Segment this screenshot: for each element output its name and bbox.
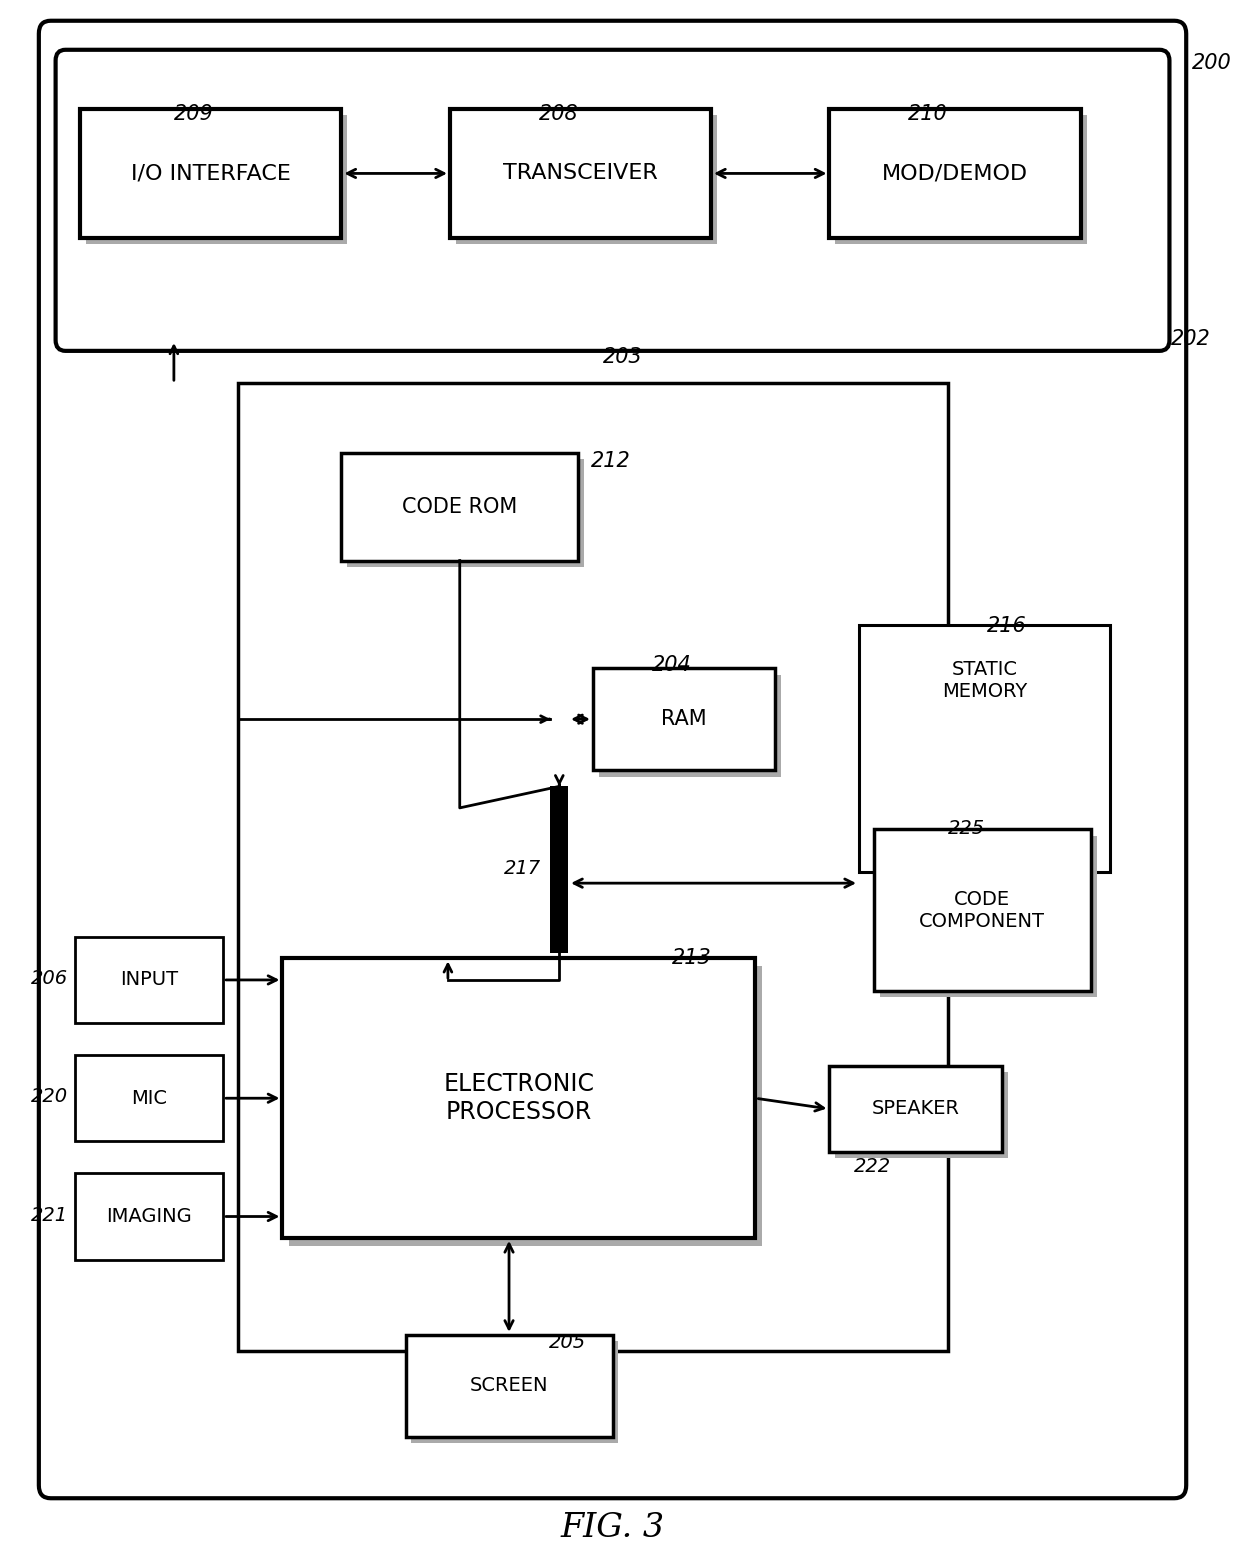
Bar (599, 675, 781, 776)
Text: MIC: MIC (131, 1089, 167, 1107)
Text: INPUT: INPUT (120, 970, 179, 989)
Text: TRANSCEIVER: TRANSCEIVER (503, 164, 658, 183)
Text: RAM: RAM (661, 709, 707, 729)
Bar (341, 453, 578, 561)
Text: 221: 221 (31, 1206, 68, 1225)
Bar (76, 937, 223, 1023)
Bar (238, 383, 947, 1351)
Text: 225: 225 (947, 818, 985, 837)
Text: FIG. 3: FIG. 3 (560, 1512, 665, 1545)
Text: 200: 200 (1192, 53, 1231, 73)
Bar (830, 1065, 1002, 1153)
Bar (405, 1336, 613, 1437)
Bar (412, 1342, 619, 1443)
Text: 216: 216 (987, 617, 1027, 636)
Text: 208: 208 (538, 103, 578, 123)
Bar (830, 109, 1081, 237)
Text: 220: 220 (31, 1087, 68, 1106)
Bar (81, 109, 341, 237)
Bar (879, 836, 1096, 997)
Bar (283, 959, 755, 1239)
Text: SCREEN: SCREEN (470, 1376, 548, 1395)
Text: 213: 213 (672, 948, 712, 968)
Bar (86, 116, 347, 244)
Text: 204: 204 (652, 654, 692, 675)
Text: 205: 205 (548, 1332, 585, 1351)
Text: ELECTRONIC
PROCESSOR: ELECTRONIC PROCESSOR (444, 1073, 594, 1125)
Text: IMAGING: IMAGING (107, 1207, 192, 1226)
Bar (551, 786, 568, 953)
Text: I/O INTERFACE: I/O INTERFACE (131, 164, 291, 183)
Bar (874, 829, 1091, 990)
Text: MOD/DEMOD: MOD/DEMOD (882, 164, 1028, 183)
FancyBboxPatch shape (38, 20, 1187, 1498)
Bar (289, 965, 763, 1245)
Bar (76, 1056, 223, 1142)
Bar (859, 625, 1110, 873)
Bar (836, 116, 1086, 244)
Bar (450, 109, 711, 237)
FancyBboxPatch shape (56, 50, 1169, 351)
Text: CODE
COMPONENT: CODE COMPONENT (919, 889, 1045, 931)
Bar (76, 1173, 223, 1259)
Bar (836, 1073, 1008, 1159)
Text: 202: 202 (1172, 330, 1211, 350)
Bar (347, 459, 584, 567)
Text: 210: 210 (908, 103, 949, 123)
Text: 217: 217 (503, 859, 541, 878)
Text: STATIC
MEMORY: STATIC MEMORY (942, 661, 1027, 701)
Text: 203: 203 (603, 347, 642, 367)
Text: 209: 209 (174, 103, 213, 123)
Text: 212: 212 (590, 451, 631, 470)
Text: 222: 222 (854, 1157, 892, 1176)
Bar (456, 116, 717, 244)
Bar (593, 669, 775, 770)
Text: 206: 206 (31, 968, 68, 989)
Text: CODE ROM: CODE ROM (402, 497, 517, 517)
Text: SPEAKER: SPEAKER (872, 1100, 960, 1118)
